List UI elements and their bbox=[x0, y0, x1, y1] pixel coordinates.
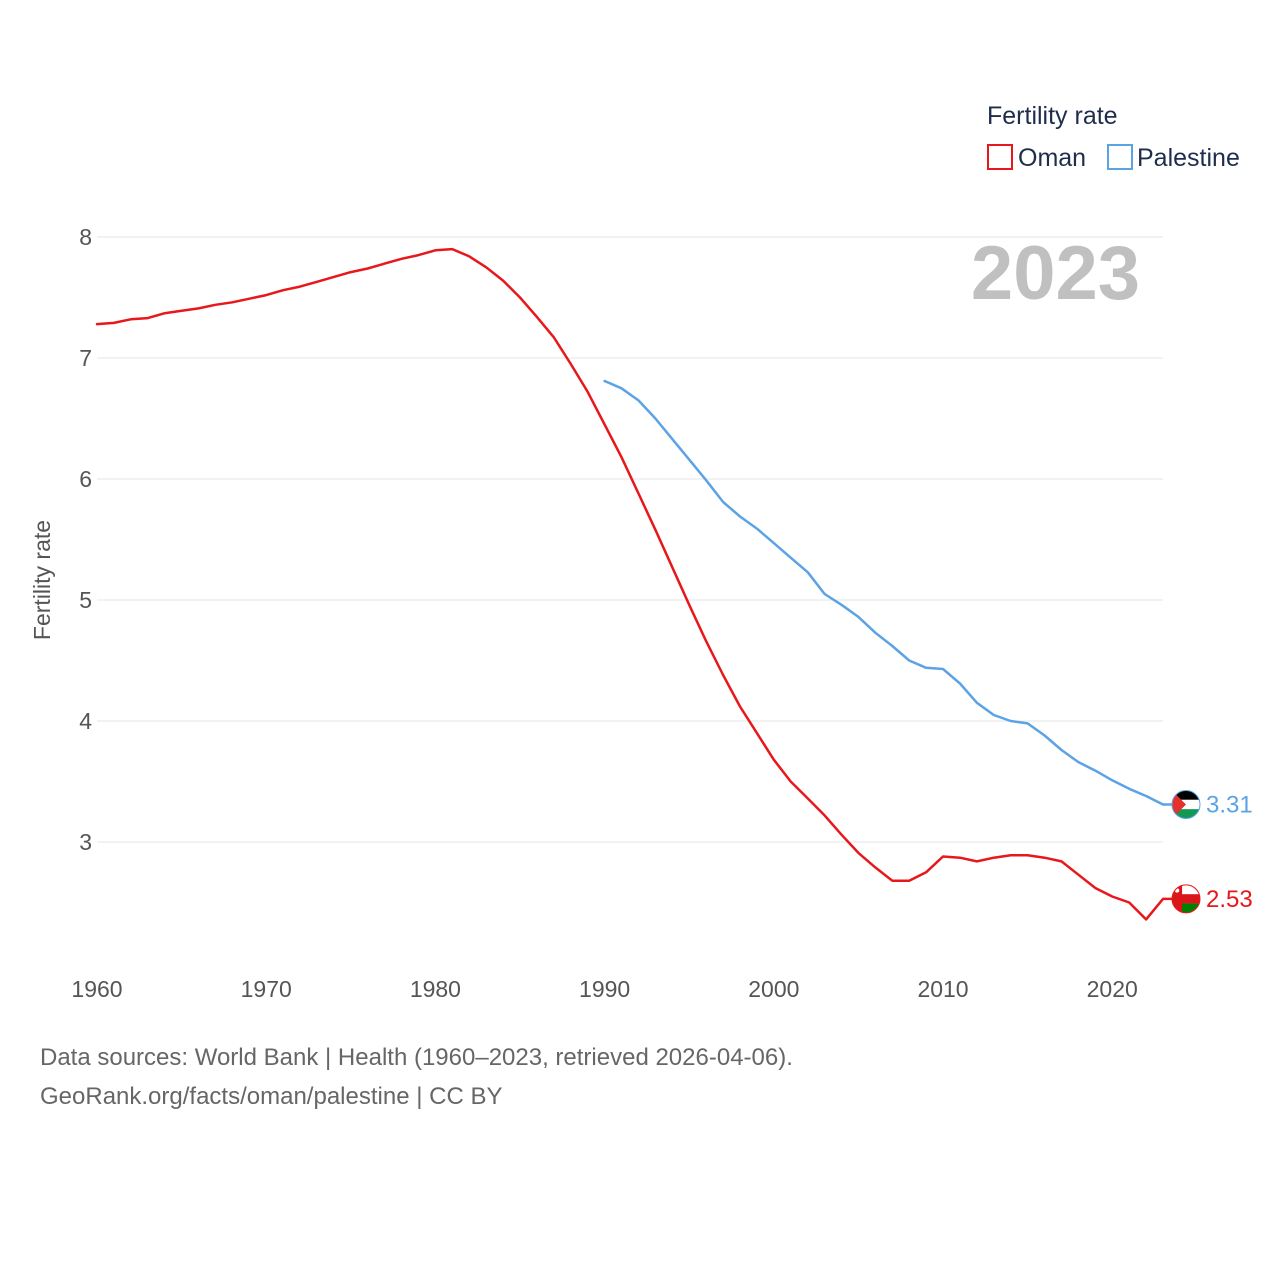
gridlines bbox=[97, 236, 1163, 843]
end-value-label-palestine: 3.31 bbox=[1206, 791, 1253, 818]
x-tick-label: 2010 bbox=[917, 976, 968, 1002]
y-tick-label: 5 bbox=[79, 587, 92, 613]
end-value-label-oman: 2.53 bbox=[1206, 886, 1253, 913]
legend-label-oman: Oman bbox=[1018, 144, 1086, 172]
x-tick-label: 1970 bbox=[241, 976, 292, 1002]
y-tick-label: 4 bbox=[79, 708, 92, 734]
legend-label-palestine: Palestine bbox=[1137, 144, 1240, 172]
x-tick-label: 1980 bbox=[410, 976, 461, 1002]
series-lines bbox=[95, 247, 1172, 921]
y-tick-label: 6 bbox=[79, 466, 92, 492]
y-axis-label: Fertility rate bbox=[29, 520, 55, 640]
series-line-palestine bbox=[603, 379, 1165, 806]
series-end-markers: 2.53 3.31 bbox=[1171, 789, 1253, 914]
x-tick-label: 2000 bbox=[748, 976, 799, 1002]
x-tick-label: 1990 bbox=[579, 976, 630, 1002]
palestine-flag-icon bbox=[1171, 789, 1201, 819]
y-tick-label: 7 bbox=[79, 345, 92, 371]
legend-swatch-palestine bbox=[1107, 144, 1133, 170]
legend-title: Fertility rate bbox=[987, 102, 1118, 130]
y-tick-label: 3 bbox=[79, 829, 92, 855]
legend-swatch-oman bbox=[987, 144, 1013, 170]
oman-flag-icon bbox=[1171, 884, 1201, 914]
year-label: 2023 bbox=[971, 231, 1140, 316]
x-tick-label: 2020 bbox=[1087, 976, 1138, 1002]
footer-sources: Data sources: World Bank | Health (1960–… bbox=[40, 1044, 793, 1071]
series-line-oman bbox=[95, 247, 1165, 921]
footer-attribution: GeoRank.org/facts/oman/palestine | CC BY bbox=[40, 1083, 503, 1110]
y-tick-label: 8 bbox=[79, 224, 92, 250]
y-axis-ticks: 3 4 5 6 7 8 bbox=[79, 224, 92, 855]
x-tick-label: 1960 bbox=[71, 976, 122, 1002]
legend: Fertility rate Oman Palestine bbox=[987, 102, 1240, 172]
x-axis-ticks: 1960 1970 1980 1990 2000 2010 2020 bbox=[71, 976, 1137, 1002]
